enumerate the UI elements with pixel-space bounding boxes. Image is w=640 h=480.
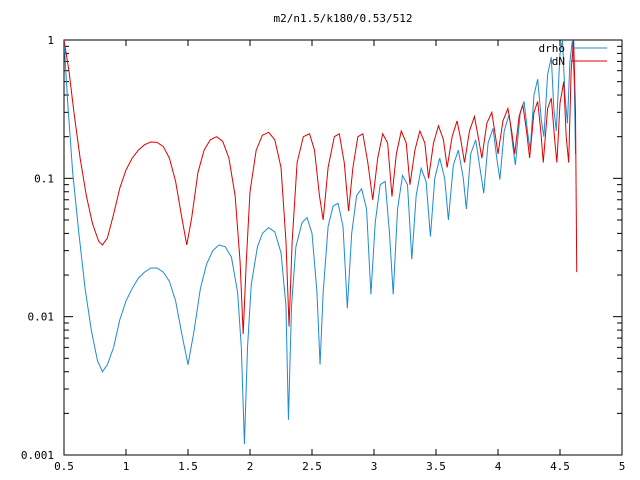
series-line-dN bbox=[64, 40, 578, 334]
x-tick-label: 4.5 bbox=[550, 460, 570, 473]
series-lines bbox=[64, 40, 578, 445]
series-line-drho bbox=[64, 40, 576, 445]
y-tick-label: 0.001 bbox=[21, 449, 54, 462]
x-tick-label: 5 bbox=[619, 460, 626, 473]
x-tick-label: 0.5 bbox=[54, 460, 74, 473]
y-tick-label: 0.01 bbox=[28, 311, 55, 324]
axis-ticks bbox=[63, 39, 623, 456]
y-tick-label: 1 bbox=[47, 34, 54, 47]
x-tick-label: 2 bbox=[247, 460, 254, 473]
legend-label-drho: drho bbox=[539, 42, 566, 55]
axis-tick-labels: 0.5 1 1.5 2 2.5 3 3.5 4 4.5 5 1 0.1 0.01 0.001 bbox=[21, 34, 625, 473]
x-tick-label: 2.5 bbox=[302, 460, 322, 473]
y-tick-label: 0.1 bbox=[34, 172, 54, 185]
x-tick-label: 3.5 bbox=[426, 460, 446, 473]
x-tick-label: 1.5 bbox=[178, 460, 198, 473]
x-tick-label: 4 bbox=[495, 460, 502, 473]
plot-frame bbox=[63, 39, 623, 456]
legend-label-dN: dN bbox=[552, 55, 565, 68]
x-tick-label: 1 bbox=[123, 460, 130, 473]
x-tick-label: 3 bbox=[371, 460, 378, 473]
chart-title: m2/n1.5/k180/0.53/512 bbox=[273, 12, 412, 25]
